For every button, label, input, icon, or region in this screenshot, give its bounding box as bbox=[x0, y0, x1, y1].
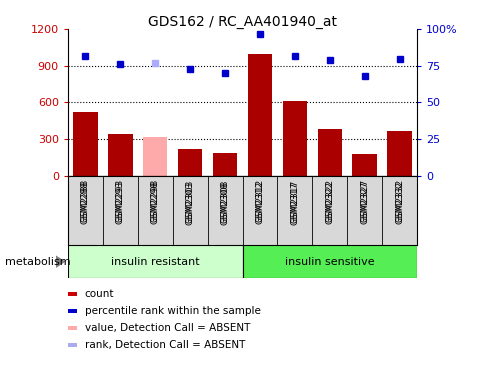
Text: GSM2298: GSM2298 bbox=[151, 181, 159, 224]
Text: count: count bbox=[84, 289, 114, 299]
Bar bbox=[282, 101, 306, 176]
Text: GSM2312: GSM2312 bbox=[255, 179, 264, 223]
Bar bbox=[73, 112, 97, 176]
Bar bbox=[387, 131, 411, 176]
Text: rank, Detection Call = ABSENT: rank, Detection Call = ABSENT bbox=[84, 340, 244, 350]
Bar bbox=[108, 134, 132, 176]
Bar bbox=[247, 54, 272, 176]
Text: insulin resistant: insulin resistant bbox=[111, 257, 199, 267]
Bar bbox=[68, 326, 76, 330]
Text: GSM2298: GSM2298 bbox=[151, 179, 159, 223]
Bar bbox=[143, 137, 167, 176]
Text: GSM2303: GSM2303 bbox=[185, 179, 194, 223]
Text: GSM2327: GSM2327 bbox=[360, 181, 368, 224]
Text: GSM2312: GSM2312 bbox=[255, 181, 264, 224]
Text: GSM2322: GSM2322 bbox=[325, 181, 333, 224]
Text: GSM2327: GSM2327 bbox=[360, 179, 368, 223]
Text: metabolism: metabolism bbox=[5, 257, 70, 267]
Bar bbox=[68, 245, 242, 278]
Bar bbox=[242, 245, 416, 278]
Text: GSM2322: GSM2322 bbox=[325, 179, 333, 222]
Text: GSM2303: GSM2303 bbox=[185, 181, 194, 225]
Bar bbox=[317, 129, 341, 176]
Bar bbox=[178, 149, 202, 176]
Text: insulin sensitive: insulin sensitive bbox=[285, 257, 374, 267]
Text: GSM2288: GSM2288 bbox=[81, 181, 90, 224]
Text: GSM2293: GSM2293 bbox=[116, 179, 124, 223]
Bar bbox=[352, 154, 376, 176]
Text: GSM2308: GSM2308 bbox=[220, 181, 229, 225]
Text: GSM2293: GSM2293 bbox=[116, 181, 124, 224]
Text: GSM2332: GSM2332 bbox=[394, 179, 403, 223]
Text: value, Detection Call = ABSENT: value, Detection Call = ABSENT bbox=[84, 323, 249, 333]
Text: GSM2288: GSM2288 bbox=[81, 179, 90, 223]
Text: GSM2317: GSM2317 bbox=[290, 181, 299, 225]
Bar bbox=[68, 343, 76, 347]
Polygon shape bbox=[56, 255, 65, 268]
Bar bbox=[68, 292, 76, 296]
Bar bbox=[68, 309, 76, 313]
Text: GDS162 / RC_AA401940_at: GDS162 / RC_AA401940_at bbox=[148, 15, 336, 29]
Text: GSM2317: GSM2317 bbox=[290, 179, 299, 223]
Bar bbox=[212, 153, 237, 176]
Text: percentile rank within the sample: percentile rank within the sample bbox=[84, 306, 260, 316]
Text: GSM2332: GSM2332 bbox=[394, 181, 403, 224]
Text: GSM2308: GSM2308 bbox=[220, 179, 229, 223]
